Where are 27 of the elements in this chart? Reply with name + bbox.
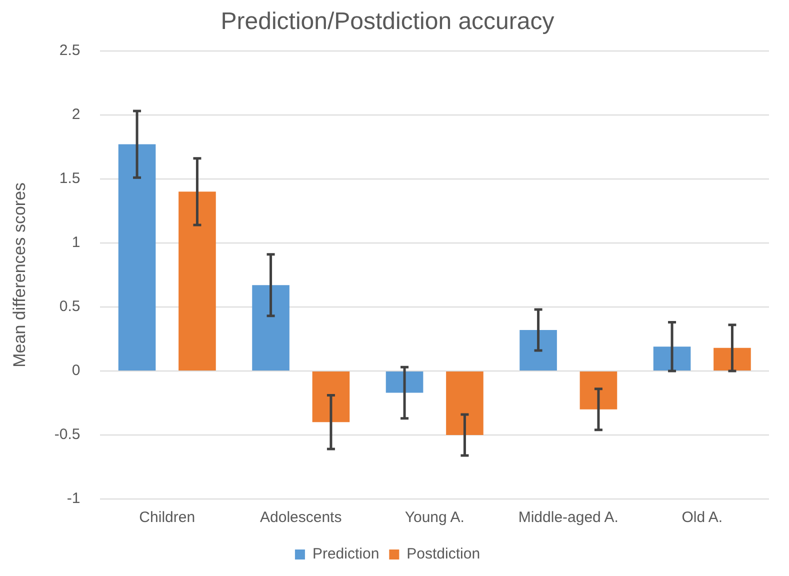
y-tick-label: -1 [66, 490, 80, 508]
bar [714, 348, 751, 370]
x-tick-label: Middle-aged A. [518, 509, 618, 526]
x-tick-label: Adolescents [260, 509, 342, 526]
bar [520, 330, 557, 370]
x-tick-label: Children [139, 509, 196, 526]
bar [252, 285, 290, 370]
chart-title: Prediction/Postdiction accuracy [220, 8, 554, 36]
y-tick-label: -0.5 [54, 426, 80, 444]
y-tick-label: 0.5 [59, 298, 80, 316]
y-tick-label: 2 [72, 106, 80, 123]
y-tick-label: 0 [72, 362, 80, 380]
bar [446, 371, 484, 435]
legend-label: Postdiction [406, 546, 480, 563]
x-tick-label: Old A. [682, 509, 723, 526]
y-tick-label: 2.5 [59, 42, 80, 59]
bar [580, 371, 618, 410]
y-tick-label: 1 [72, 234, 80, 252]
y-axis-title: Mean differences scores [10, 182, 29, 368]
bar [653, 346, 691, 370]
bar [386, 371, 424, 393]
y-tick-label: 1.5 [59, 170, 80, 187]
x-tick-label: Young A. [404, 509, 464, 526]
bar [178, 192, 216, 370]
bar [312, 371, 350, 422]
bar [118, 144, 156, 370]
legend-label: Prediction [312, 546, 380, 563]
